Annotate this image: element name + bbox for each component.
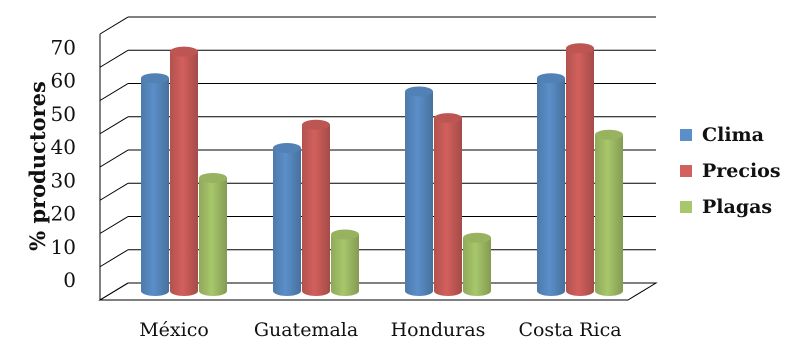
gridline-side xyxy=(99,49,129,68)
x-category-label: México xyxy=(139,319,209,341)
gridline-side xyxy=(99,83,129,101)
gridline-side xyxy=(99,149,129,168)
y-tick-label: 10 xyxy=(51,235,76,259)
x-category-label: Honduras xyxy=(391,319,486,341)
bar-precios-3 xyxy=(566,43,594,297)
gridline-side xyxy=(99,249,129,268)
y-axis-label: % productores xyxy=(25,81,50,251)
x-axis-categories: México Guatemala Honduras Costa Rica xyxy=(139,319,621,341)
floor-outline xyxy=(98,282,658,301)
legend-label-precios: Precios xyxy=(702,160,781,182)
bar-clima-0 xyxy=(141,73,169,296)
legend-swatch-plagas xyxy=(680,201,692,213)
y-tick-label: 50 xyxy=(51,102,76,126)
bar-plagas-3 xyxy=(595,129,623,296)
x-category-label: Costa Rica xyxy=(518,319,621,341)
y-axis-ticks: 0 10 20 30 40 50 60 70 xyxy=(51,35,76,292)
bar-plagas-2 xyxy=(463,232,491,296)
x-category-label: Guatemala xyxy=(254,319,358,341)
bar-clima-2 xyxy=(405,86,433,296)
gridline-side xyxy=(99,216,129,234)
bar-precios-2 xyxy=(434,113,462,296)
bar-precios-1 xyxy=(302,119,330,296)
bar-clima-3 xyxy=(537,73,565,296)
gridline-side xyxy=(99,116,129,135)
bar-clima-1 xyxy=(273,143,301,296)
y-tick-label: 0 xyxy=(63,268,76,292)
bars-layer xyxy=(141,43,623,297)
legend-label-plagas: Plagas xyxy=(702,196,772,218)
gridline-side xyxy=(99,182,129,201)
y-tick-label: 20 xyxy=(51,202,76,226)
legend-label-clima: Clima xyxy=(702,124,764,146)
bar-plagas-0 xyxy=(199,172,227,296)
bar-plagas-1 xyxy=(331,229,359,296)
legend-swatch-precios xyxy=(680,165,692,177)
y-tick-label: 70 xyxy=(51,35,76,59)
legend: Clima Precios Plagas xyxy=(680,124,781,218)
y-tick-label: 40 xyxy=(51,135,76,159)
legend-swatch-clima xyxy=(680,129,692,141)
bar-precios-0 xyxy=(170,46,198,296)
gridline-side xyxy=(99,16,129,35)
y-tick-label: 60 xyxy=(51,69,76,93)
y-tick-label: 30 xyxy=(51,168,76,192)
